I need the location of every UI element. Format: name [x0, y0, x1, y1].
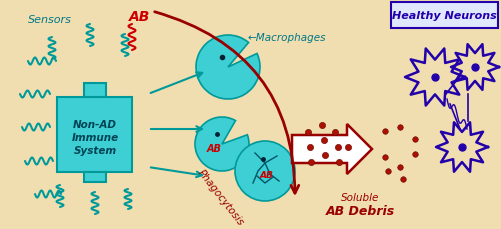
- Circle shape: [235, 141, 295, 201]
- Wedge shape: [196, 36, 260, 100]
- Text: Soluble: Soluble: [341, 192, 379, 202]
- Text: Non-AD: Non-AD: [73, 120, 117, 129]
- Text: AB Debris: AB Debris: [325, 204, 395, 217]
- Text: AB: AB: [206, 143, 221, 153]
- FancyBboxPatch shape: [391, 3, 498, 29]
- Text: Healthy Neurons: Healthy Neurons: [392, 11, 497, 21]
- Text: AB: AB: [260, 171, 274, 180]
- FancyArrowPatch shape: [155, 13, 299, 193]
- Text: Phagocytosis: Phagocytosis: [196, 167, 246, 227]
- Polygon shape: [436, 123, 488, 172]
- Polygon shape: [405, 49, 465, 106]
- Text: ←Macrophages: ←Macrophages: [248, 33, 327, 43]
- Bar: [84, 83, 106, 97]
- Bar: [84, 172, 106, 182]
- FancyArrow shape: [292, 124, 372, 174]
- Text: Sensors: Sensors: [28, 15, 72, 25]
- Text: AB: AB: [129, 10, 151, 24]
- Bar: [58, 97, 132, 172]
- Text: System: System: [74, 145, 117, 155]
- Polygon shape: [451, 45, 499, 90]
- Wedge shape: [195, 117, 249, 171]
- Text: Immune: Immune: [72, 132, 119, 142]
